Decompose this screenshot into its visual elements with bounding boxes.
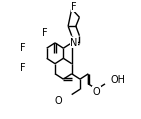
Text: O: O	[93, 87, 101, 97]
Text: OH: OH	[111, 75, 126, 85]
Text: O: O	[54, 96, 62, 106]
Text: F: F	[71, 2, 77, 12]
Text: F: F	[20, 63, 26, 73]
Text: N: N	[70, 38, 78, 48]
Text: F: F	[42, 28, 48, 38]
Text: F: F	[20, 43, 26, 53]
